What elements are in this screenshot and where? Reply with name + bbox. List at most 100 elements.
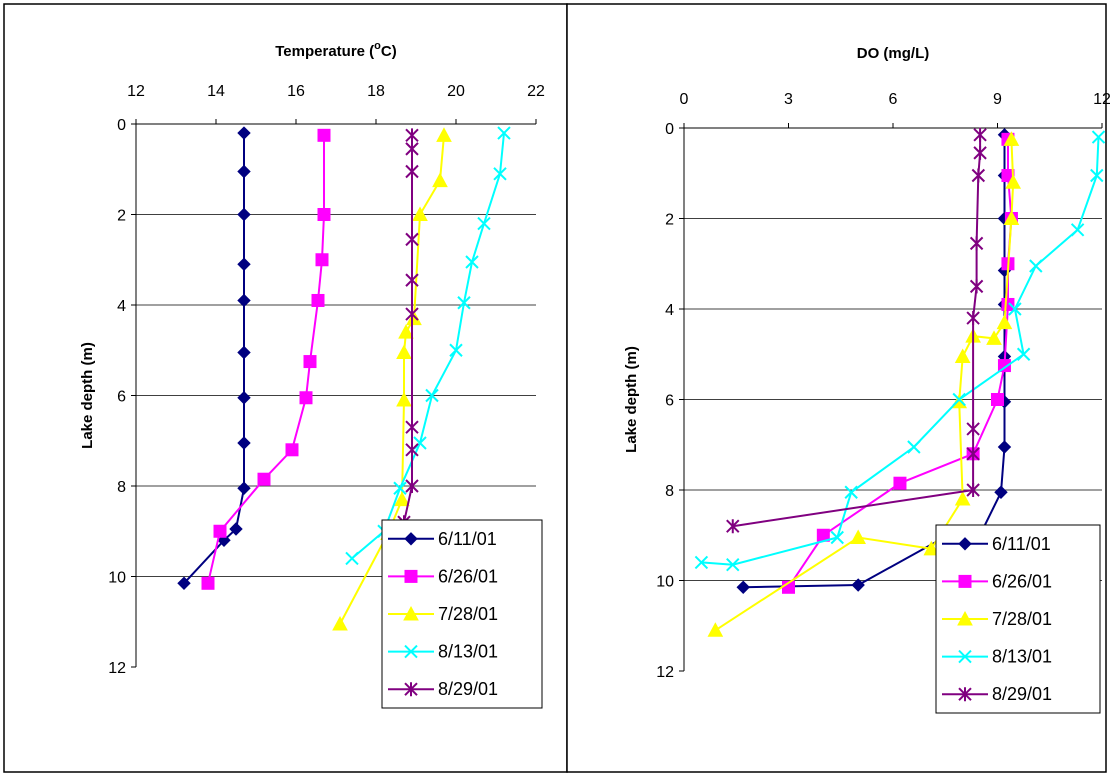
y-tick-label: 10 (656, 574, 674, 591)
x-axis-title: DO (mg/L) (857, 45, 930, 62)
data-point (299, 391, 313, 405)
data-point (994, 485, 1008, 499)
data-point (311, 293, 325, 307)
data-point (1008, 302, 1022, 316)
temperature-panel: 12 14 16 18 20 22 0 2 4 6 8 10 12 Temperature (oC) Lak… (3, 3, 568, 773)
data-point (315, 253, 329, 267)
do-panel: 0 3 6 9 12 0 2 4 6 8 10 12 DO (mg/L) Lake depth (m) 6/… (566, 3, 1110, 773)
y-tick-label: 0 (665, 121, 674, 138)
data-point (973, 145, 987, 160)
data-point (736, 580, 750, 594)
data-point (1016, 347, 1031, 361)
data-point (694, 555, 709, 570)
data-point (707, 622, 724, 637)
data-point (477, 216, 491, 231)
legend-marker (404, 569, 418, 583)
y-tick-label: 12 (108, 660, 126, 677)
x-tick-label: 3 (784, 91, 793, 108)
x-tick-label: 18 (367, 83, 385, 100)
data-point (237, 293, 251, 308)
legend-label: 8/29/01 (438, 679, 498, 699)
data-point (966, 421, 980, 436)
y-tick-label: 10 (108, 570, 126, 587)
legend-marker (404, 532, 418, 546)
data-point (1005, 174, 1022, 189)
series-line (339, 135, 445, 625)
data-point (237, 436, 251, 450)
data-point (405, 273, 419, 288)
data-point (952, 392, 966, 407)
x-tick-label: 12 (127, 83, 145, 100)
data-point (1091, 130, 1106, 144)
data-point (971, 168, 986, 183)
data-point (493, 167, 507, 181)
x-tick-label: 6 (889, 91, 898, 108)
y-tick-label: 6 (117, 389, 126, 406)
data-point (997, 359, 1011, 373)
data-point (457, 296, 471, 310)
data-point (726, 557, 740, 572)
data-point (1001, 297, 1015, 311)
data-point (229, 522, 243, 536)
data-point (317, 128, 331, 142)
data-point (405, 307, 419, 322)
data-point (394, 491, 410, 507)
legend-label: 6/26/01 (438, 566, 498, 586)
data-point (991, 393, 1004, 406)
x-tick-label: 16 (287, 83, 305, 100)
data-point (237, 345, 251, 360)
series-6-26-01 (201, 128, 331, 590)
legend-label: 6/11/01 (992, 534, 1051, 554)
data-point (851, 578, 865, 592)
data-point (844, 485, 858, 499)
data-point (398, 324, 414, 339)
data-point (969, 279, 984, 294)
data-point (396, 344, 412, 360)
y-axis-title: Lake depth (m) (79, 342, 96, 449)
y-tick-label: 2 (665, 212, 674, 229)
x-tick-label: 0 (680, 91, 689, 108)
legend-marker (958, 649, 972, 664)
legend-marker (404, 682, 418, 697)
data-point (396, 391, 412, 407)
data-point (405, 420, 419, 435)
y-tick-label: 4 (117, 298, 126, 315)
data-point (237, 481, 251, 495)
data-point (966, 483, 980, 497)
data-point (954, 348, 971, 364)
data-point (726, 519, 740, 534)
data-point (332, 615, 348, 631)
data-point (317, 208, 331, 221)
data-point (405, 164, 419, 179)
data-point (996, 314, 1013, 330)
data-point (237, 391, 251, 405)
data-point (449, 343, 463, 357)
data-point (405, 141, 419, 156)
data-point (986, 330, 1002, 345)
x-tick-label: 14 (207, 83, 225, 100)
data-point (1003, 131, 1020, 146)
data-point (425, 388, 439, 403)
legend-label: 7/28/01 (992, 609, 1052, 629)
data-point (285, 443, 299, 457)
x-tick-label: 9 (993, 91, 1002, 108)
data-point (303, 355, 317, 369)
x-axis-title: Temperature (oC) (275, 40, 396, 60)
x-tick-label: 12 (1093, 91, 1110, 108)
data-point (1070, 223, 1085, 237)
legend: 6/11/01 6/26/01 7/28/01 8/13/01 8/29/01 (935, 524, 1101, 714)
data-point (201, 576, 215, 590)
data-point (393, 481, 407, 495)
data-point (237, 126, 251, 140)
data-point (969, 236, 984, 251)
data-point (1090, 168, 1104, 183)
y-tick-label: 2 (117, 208, 126, 225)
data-point (405, 128, 419, 143)
data-point (850, 529, 867, 545)
data-point (966, 446, 980, 461)
data-point (237, 164, 251, 179)
data-point (1029, 259, 1043, 273)
data-point (973, 127, 987, 142)
data-point (177, 576, 191, 590)
series-line (732, 134, 982, 528)
